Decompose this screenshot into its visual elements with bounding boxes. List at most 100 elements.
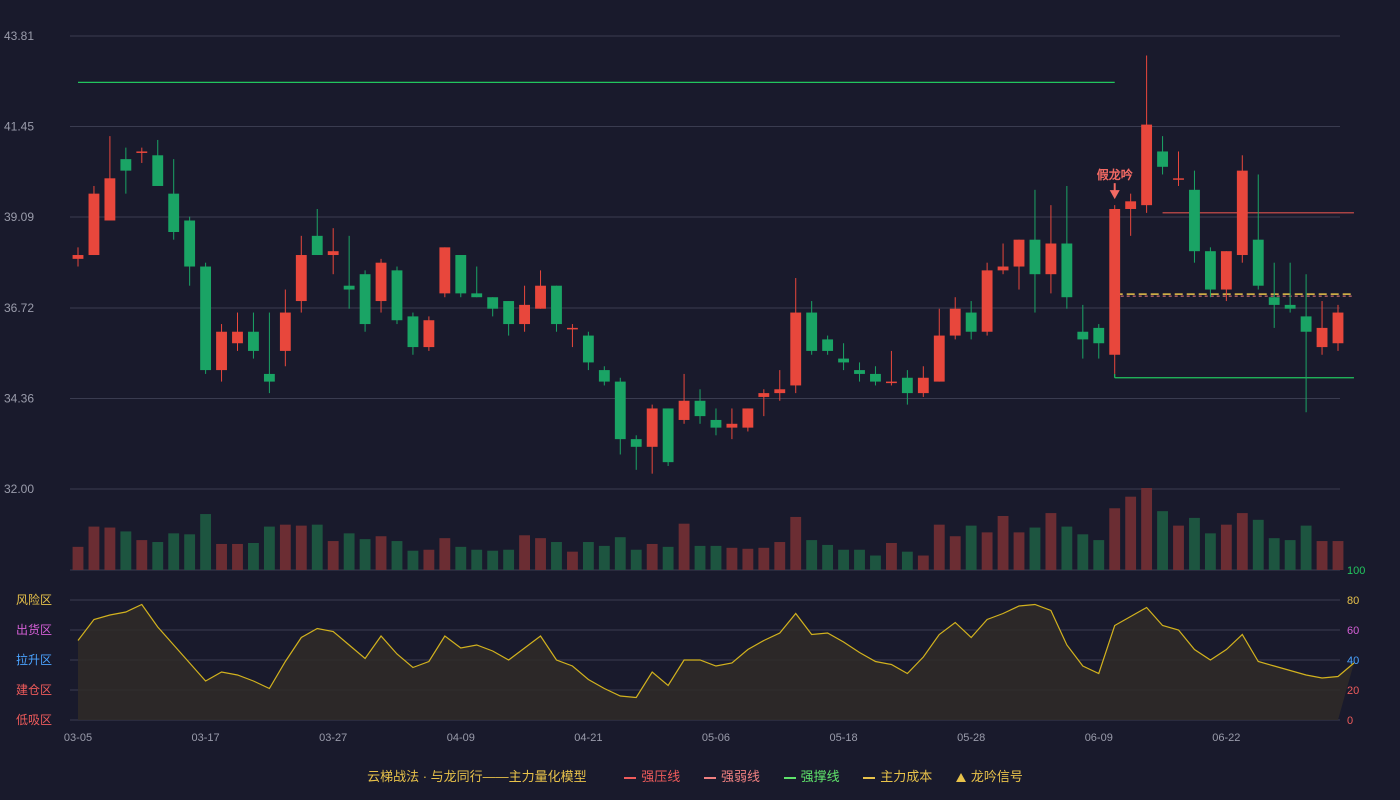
candle-body [838,358,849,363]
volume-bar [1173,525,1184,570]
candle-body [1204,251,1216,290]
volume-bar [774,542,786,570]
legend-resistance[interactable]: 强压线 [624,769,680,784]
candle-body [263,373,275,382]
volume-bar [1189,517,1200,570]
candle-body [88,193,100,256]
volume-bar [614,537,626,570]
volume-bar [216,543,227,570]
oscillator-zone-label: 建仓区 [16,683,52,697]
volume-bar [742,548,754,570]
volume-bar [997,515,1009,570]
volume-bar [1220,524,1232,570]
candle-body [248,331,259,351]
legend-strength[interactable]: 强弱线 [703,769,760,784]
volume-bar [1077,534,1089,570]
candle-body [1316,327,1328,348]
volume-bar [375,536,387,570]
candle-body [598,370,610,382]
candle-body [1300,316,1312,332]
legend-strength-swatch [703,776,716,779]
volume-bar [519,535,531,570]
volume-bar [646,543,658,570]
volume-bar [1316,541,1328,570]
candle-body [391,270,403,321]
oscillator-tick-label: 80 [1347,595,1359,607]
candle-body [1093,327,1105,344]
legend-title: 云梯战法 · 与龙同行——主力量化模型 [367,769,587,784]
price-tick-label: 36.72 [4,301,34,315]
date-tick-label: 05-28 [957,732,985,744]
volume-bar [662,546,674,570]
date-tick-label: 06-09 [1085,732,1113,744]
chart-legend: 云梯战法 · 与龙同行——主力量化模型 强压线 强弱线 强撑线 主力成本 龙吟信… [0,766,1400,785]
candle-body [582,335,594,363]
volume-bar [1061,526,1073,570]
volume-bar [838,549,849,570]
legend-cost[interactable]: 主力成本 [863,769,932,784]
candle-body [168,193,180,233]
candle-body [1173,178,1184,180]
volume-bar [694,545,706,570]
volume-bar [1141,488,1153,570]
candle-body [997,266,1009,271]
candle-body [423,320,435,348]
candle-body [551,285,562,325]
price-tick-label: 39.09 [4,210,34,224]
volume-bar [1332,541,1344,570]
date-tick-label: 04-09 [447,732,475,744]
candle-body [1252,239,1264,286]
candle-body [1141,124,1153,206]
candle-body [359,274,371,325]
volume-bar [487,550,499,570]
candle-body [1125,201,1137,209]
candle-body [1045,243,1057,275]
date-tick-label: 05-18 [829,732,857,744]
candle-body [1109,208,1121,355]
volume-bar [359,539,371,570]
volume-bar [1013,532,1025,570]
date-tick-label: 03-05 [64,732,92,744]
candle-body [471,293,483,298]
candle-body [630,439,642,447]
candle-body [965,312,977,332]
volume-bar [965,525,977,570]
candle-body [774,389,786,394]
volume-bar [726,547,738,570]
volume-bar [104,527,116,570]
oscillator-zone-label: 拉升区 [16,652,52,667]
candle-body [885,381,897,384]
candle-body [694,400,706,417]
volume-bar [439,538,451,570]
candle-body [375,262,387,302]
legend-support[interactable]: 强撑线 [783,769,840,784]
oscillator-tick-label: 100 [1347,565,1365,577]
date-tick-label: 03-27 [319,732,347,744]
volume-bar [1029,527,1041,570]
price-tick-label: 32.00 [4,482,34,496]
volume-bar [981,532,993,570]
volume-bar [1252,519,1264,570]
volume-bar [678,523,690,570]
volume-bar [885,542,897,570]
candle-body [232,331,243,344]
volume-bar [933,524,945,570]
candle-body [646,408,658,447]
candle-body [455,255,467,294]
candle-body [917,377,929,394]
volume-bar [1093,540,1105,570]
volume-bar [917,555,929,570]
volume-bar [710,545,722,570]
date-tick-label: 04-21 [574,732,602,744]
candle-body [822,339,834,351]
legend-signal[interactable]: 龙吟信号 [955,769,1023,784]
oscillator-zone-label: 风险区 [16,592,52,607]
oscillator-tick-label: 40 [1347,655,1359,667]
candle-body [216,331,227,371]
candle-body [949,308,961,336]
volume-bar [311,524,323,570]
volume-bar [295,525,307,570]
oscillator-panel [77,603,1355,720]
volume-bar [471,549,483,570]
